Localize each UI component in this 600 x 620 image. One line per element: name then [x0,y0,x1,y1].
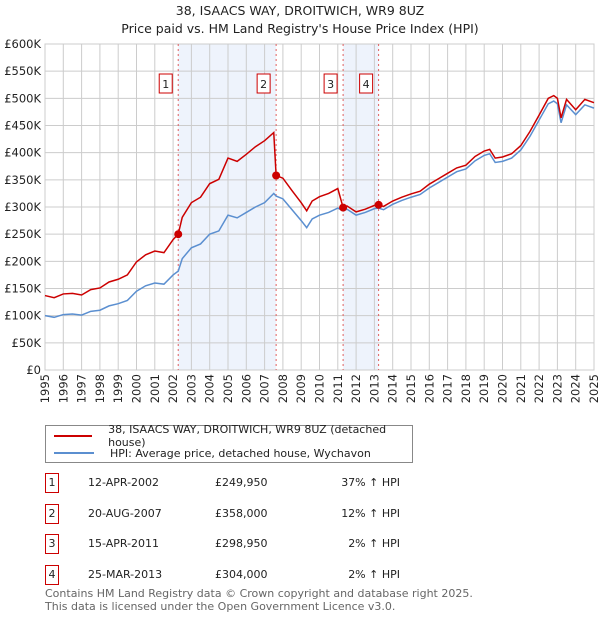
x-tick-label: 2012 [349,374,363,403]
x-tick-label: 2021 [514,374,528,403]
y-tick-label: £100K [4,309,41,323]
sale-number-badge: 3 [45,534,59,554]
x-tick-label: 2019 [477,374,491,403]
sale-row: 1 12-APR-2002 £249,950 37% ↑ HPI [45,473,445,493]
sale-marker-box [323,73,338,94]
sale-marker-box [158,73,173,94]
x-tick-label: 2013 [367,374,381,403]
footer-line: This data is licensed under the Open Gov… [45,600,396,613]
sale-marker-label: 3 [327,78,334,91]
x-tick-label: 2015 [404,374,418,403]
sale-marker-box [359,73,374,94]
x-tick-label: 2024 [569,374,583,403]
sale-point [272,171,281,180]
x-tick-label: 1998 [93,374,107,403]
x-tick-label: 2002 [166,374,180,403]
sale-price: £298,950 [215,537,268,550]
sale-row: 2 20-AUG-2007 £358,000 12% ↑ HPI [45,503,445,524]
property-price-line [44,94,595,299]
sale-hpi-diff: 2% ↑ HPI [348,537,400,550]
x-tick-label: 2023 [550,374,564,403]
sale-number-badge: 2 [45,503,59,524]
x-tick-label: 2004 [203,374,217,403]
footer: Contains HM Land Registry data © Crown c… [45,587,473,613]
hpi-line [44,100,595,319]
x-tick-label: 2006 [239,374,253,403]
sale-marker-label: 1 [162,78,169,91]
x-tick-label: 1995 [38,374,52,403]
x-tick-label: 2008 [276,374,290,403]
sale-marker-label: 4 [363,78,370,91]
x-tick-label: 2014 [386,374,400,403]
sale-marker-box [256,73,271,94]
sale-date: 25-MAR-2013 [88,567,163,581]
legend-label: 38, ISAACS WAY, DROITWICH, WR9 8UZ (deta… [108,423,387,449]
y-tick-label: £600K [4,37,41,51]
title-line: 38, ISAACS WAY, DROITWICH, WR9 8UZ [175,3,425,18]
sale-date: 12-APR-2002 [88,476,160,489]
x-tick-label: 1997 [75,374,89,403]
x-tick-label: 2022 [532,374,546,403]
y-tick-label: £450K [4,119,41,133]
y-tick-label: £550K [4,64,41,78]
legend-label: HPI: Average price, detached house, Wych… [110,446,371,460]
x-tick-label: 1996 [56,374,70,403]
x-tick-label: 2009 [294,374,308,403]
x-tick-label: 1999 [111,374,125,403]
subtitle-line: Price paid vs. HM Land Registry's House … [121,21,479,36]
x-tick-label: 2000 [130,374,144,403]
x-tick-label: 2025 [587,374,600,403]
x-tick-label: 2001 [148,374,162,403]
x-tick-label: 2018 [459,374,473,403]
sale-row: 4 25-MAR-2013 £304,000 2% ↑ HPI [45,564,445,585]
x-tick-label: 2020 [496,374,510,403]
sale-hpi-diff: 2% ↑ HPI [348,567,400,581]
sale-number-badge: 1 [45,473,59,493]
x-tick-label: 2007 [258,374,272,403]
sale-point [339,203,348,212]
y-tick-label: £350K [4,173,41,187]
x-tick-label: 2003 [184,374,198,403]
sale-date: 15-APR-2011 [88,537,160,550]
sale-point [374,200,383,209]
red-line-swatch [54,435,93,437]
y-tick-label: £50K [12,336,42,350]
y-tick-label: £300K [4,200,41,214]
x-tick-label: 2016 [422,374,436,403]
legend: 38, ISAACS WAY, DROITWICH, WR9 8UZ (deta… [45,423,413,463]
y-tick-label: £150K [4,282,41,296]
sale-number-badge: 4 [45,564,59,585]
y-tick-label: £400K [4,146,41,160]
x-tick-label: 2005 [221,374,235,403]
y-tick-label: £200K [4,254,41,268]
x-tick-label: 2017 [441,374,455,403]
sale-marker-label: 2 [260,78,267,91]
plot-border [44,43,595,371]
sale-price: £304,000 [215,567,268,581]
sale-price: £358,000 [215,506,268,520]
y-tick-label: £500K [4,91,41,105]
sale-hpi-diff: 37% ↑ HPI [341,476,400,489]
footer-line: Contains HM Land Registry data © Crown c… [45,587,473,600]
legend-item-property: 38, ISAACS WAY, DROITWICH, WR9 8UZ (deta… [54,423,412,449]
sale-hpi-diff: 12% ↑ HPI [341,506,400,520]
y-tick-label: £250K [4,227,41,241]
sale-price: £249,950 [215,476,268,489]
blue-line-swatch [54,452,94,454]
y-tick-label: £0 [26,363,41,377]
sale-point [174,230,183,239]
x-tick-label: 2011 [331,374,345,403]
chart-title: 38, ISAACS WAY, DROITWICH, WR9 8UZ Price… [0,2,600,38]
sale-date: 20-AUG-2007 [88,506,162,520]
sale-row: 3 15-APR-2011 £298,950 2% ↑ HPI [45,534,445,554]
x-tick-label: 2010 [313,374,327,403]
price-chart: £0 £50K £100K £150K £200K £250K £300K £350K £400… [4,37,600,403]
legend-item-hpi: HPI: Average price, detached house, Wych… [54,445,371,461]
